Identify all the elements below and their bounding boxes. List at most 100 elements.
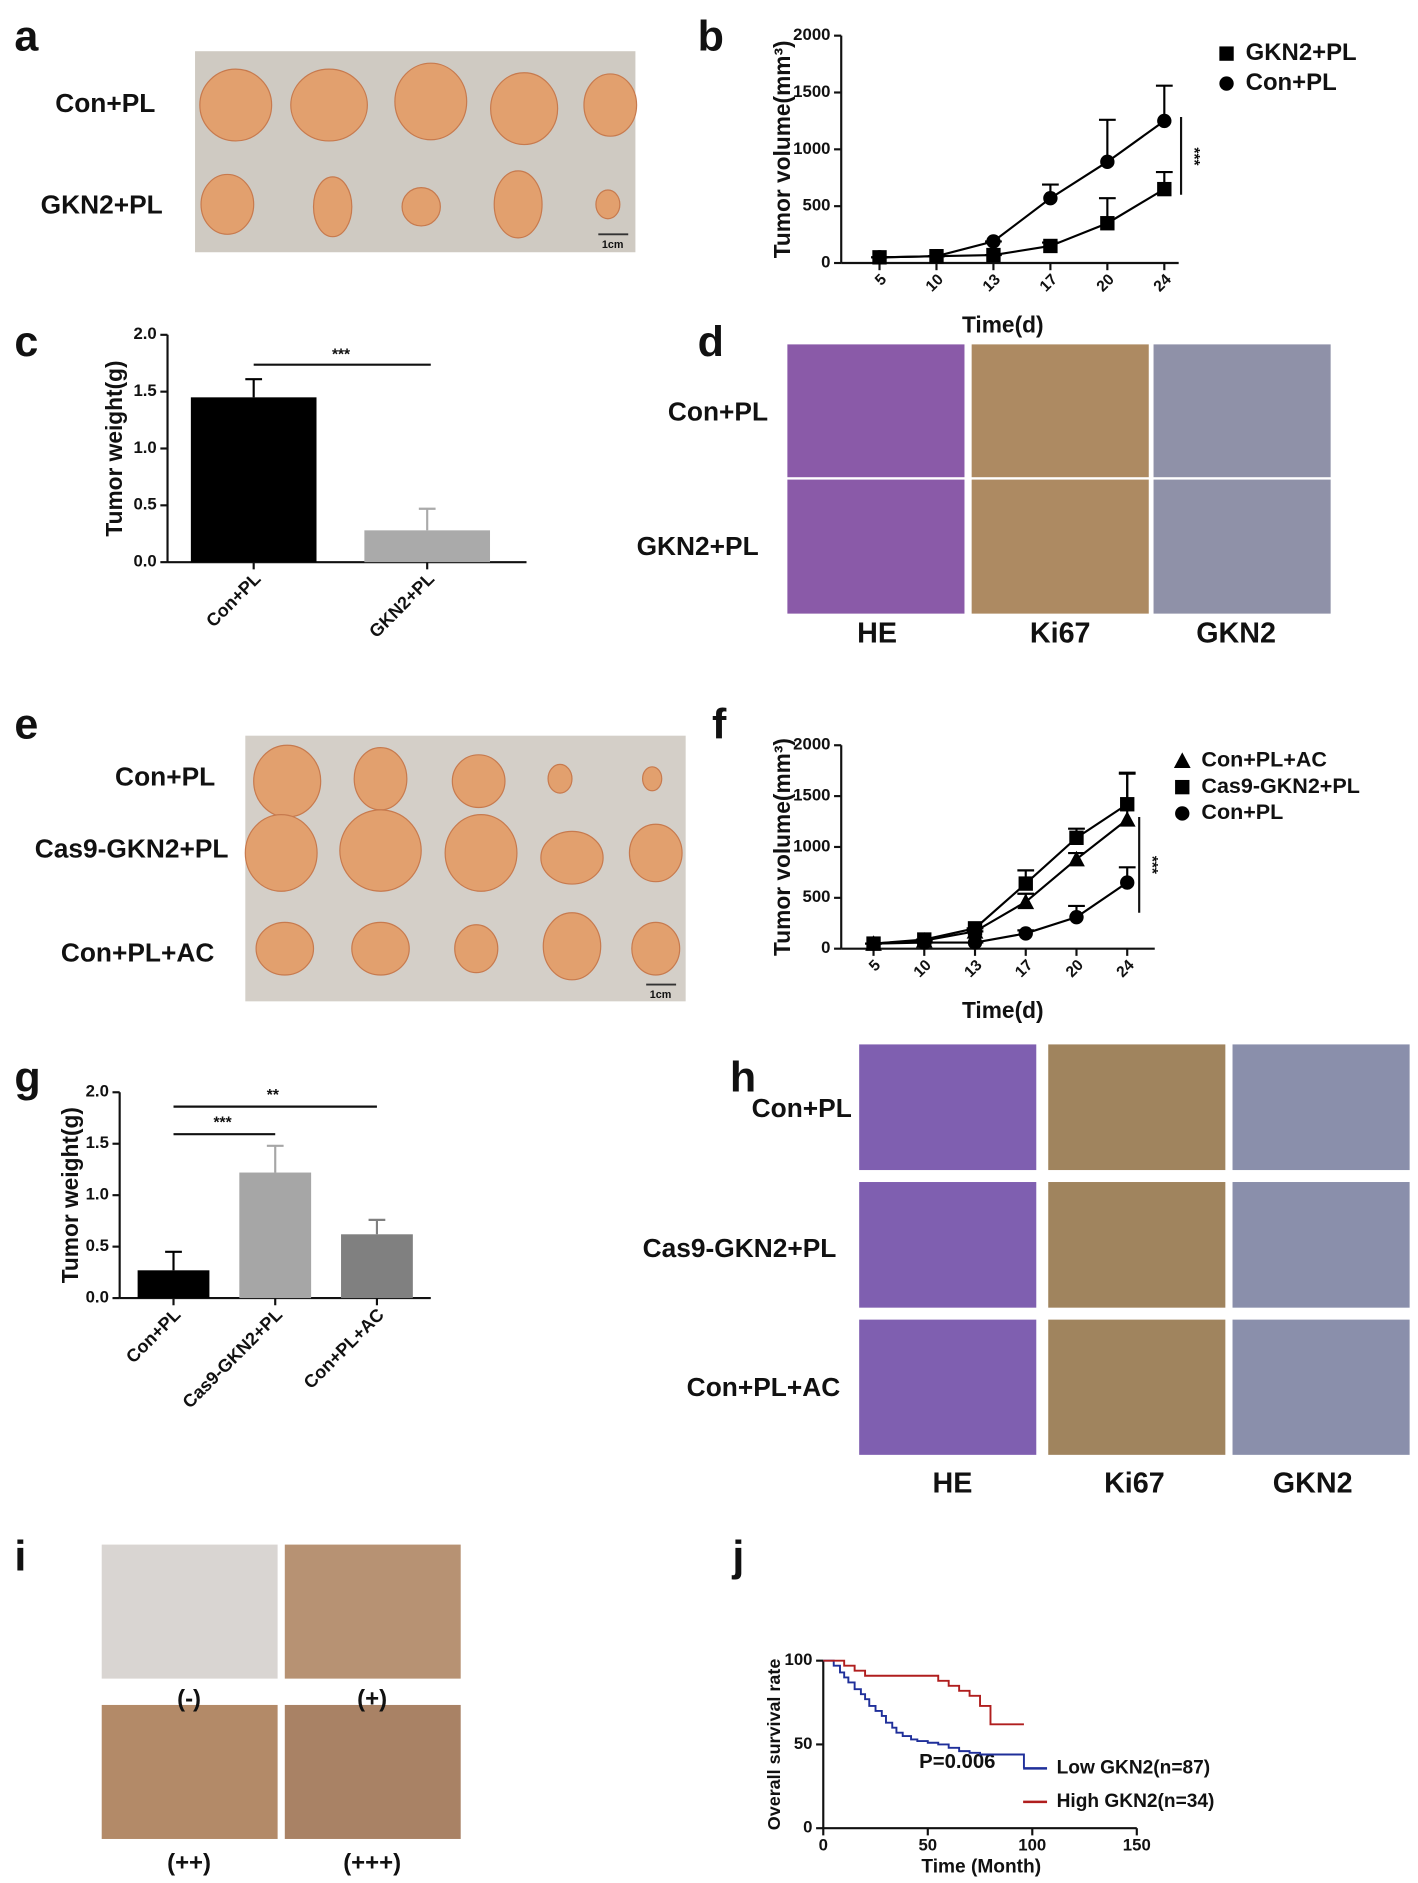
- marker: [1069, 830, 1084, 845]
- y-tick-label: 0: [821, 938, 830, 957]
- photo: [787, 479, 965, 614]
- series-line: [873, 803, 1128, 945]
- tumor: [595, 189, 621, 220]
- grade-label: (-): [177, 1685, 201, 1712]
- series-line: [879, 120, 1165, 259]
- tumor: [200, 173, 255, 235]
- marker: [1043, 191, 1058, 206]
- annotation: ***: [213, 1114, 232, 1131]
- x-tick-label: 100: [1018, 1836, 1046, 1855]
- col-label: Ki67: [1104, 1467, 1165, 1499]
- tumor: [631, 921, 681, 976]
- x-tick-label: 5: [872, 271, 890, 289]
- survival-curve: [823, 1659, 1025, 1768]
- grade-label: (+): [357, 1685, 387, 1712]
- photo: [1232, 1044, 1410, 1171]
- panel-letter: a: [14, 13, 39, 61]
- panel-letter: c: [14, 318, 38, 366]
- tumor: [583, 73, 638, 137]
- marker: [1120, 875, 1135, 890]
- annotation: P=0.006: [919, 1751, 995, 1773]
- grade-label: (+++): [343, 1849, 401, 1876]
- x-tick-label: 5: [866, 957, 884, 975]
- col-label: HE: [933, 1467, 973, 1499]
- row-label: Cas9-GKN2+PL: [35, 834, 229, 864]
- y-tick-label: 0.5: [133, 495, 156, 514]
- tumor: [540, 830, 604, 885]
- x-tick-label: GKN2+PL: [365, 569, 438, 642]
- bar: [341, 1234, 413, 1299]
- marker: [1018, 926, 1033, 941]
- marker: [986, 234, 1001, 249]
- panel-letter: d: [698, 318, 724, 366]
- y-axis-label: Overall survival rate: [764, 1659, 784, 1831]
- photo: [859, 1319, 1037, 1455]
- y-tick-label: 0: [821, 252, 830, 271]
- annotation: ***: [1185, 147, 1202, 166]
- tumor: [255, 921, 315, 976]
- tumor: [253, 744, 322, 818]
- annotation: ***: [332, 346, 351, 363]
- tumor: [451, 754, 506, 809]
- marker: [1173, 752, 1191, 768]
- marker: [929, 249, 944, 264]
- photo: [1153, 344, 1331, 478]
- panel-letter: e: [14, 701, 38, 749]
- bar: [364, 530, 491, 563]
- photo: [971, 479, 1149, 614]
- tumor: [454, 924, 499, 974]
- tumor: [628, 823, 683, 883]
- x-tick-label: 17: [1012, 957, 1036, 981]
- photo: [101, 1544, 278, 1679]
- tumor: [339, 809, 422, 892]
- marker: [1219, 76, 1234, 91]
- photo: [1153, 479, 1331, 614]
- photo: [1232, 1319, 1410, 1455]
- x-tick-label: Con+PL: [202, 569, 264, 631]
- y-axis-label: Tumor volume(mm³): [769, 40, 795, 258]
- y-tick-label: 0.5: [86, 1236, 109, 1255]
- x-tick-label: 17: [1037, 271, 1061, 295]
- x-tick-label: Con+PL+AC: [300, 1304, 388, 1392]
- y-tick-label: 1500: [793, 82, 830, 101]
- panel-letter: i: [14, 1532, 26, 1580]
- tumor: [351, 921, 410, 976]
- marker: [1118, 811, 1136, 827]
- y-tick-label: 0: [803, 1818, 812, 1837]
- tumor: [353, 747, 408, 811]
- tumor: [290, 68, 368, 142]
- survival-curve: [823, 1659, 1024, 1726]
- photo: [1232, 1182, 1410, 1308]
- marker: [1219, 46, 1234, 61]
- series-line: [879, 188, 1165, 259]
- series-line: [873, 818, 1128, 945]
- marker: [1100, 154, 1115, 170]
- x-axis-label: Time(d): [962, 997, 1044, 1023]
- scale-label: 1cm: [650, 989, 672, 1001]
- marker: [872, 250, 887, 265]
- photo: [787, 344, 965, 478]
- y-axis-label: Tumor volume(mm³): [769, 738, 795, 956]
- grade-label: (++): [167, 1849, 211, 1876]
- tumor: [547, 763, 573, 794]
- scale-label: 1cm: [602, 239, 624, 251]
- photo: [1048, 1044, 1226, 1171]
- y-axis-label: Tumor weight(g): [101, 360, 127, 536]
- tumor: [493, 170, 543, 239]
- x-tick-label: 13: [961, 957, 985, 981]
- marker: [1100, 216, 1115, 231]
- x-tick-label: 20: [1063, 957, 1087, 981]
- x-tick-label: Cas9-GKN2+PL: [179, 1304, 287, 1412]
- x-tick-label: 24: [1151, 271, 1175, 295]
- bar: [190, 397, 317, 563]
- x-tick-label: 20: [1094, 271, 1118, 295]
- row-label: Con+PL: [115, 762, 215, 792]
- marker: [1157, 181, 1172, 197]
- tumor: [401, 187, 441, 227]
- x-tick-label: 10: [923, 271, 947, 295]
- y-tick-label: 2.0: [86, 1082, 109, 1101]
- y-tick-label: 1000: [793, 139, 830, 158]
- photo: [284, 1544, 461, 1679]
- panel-letter: h: [730, 1054, 756, 1102]
